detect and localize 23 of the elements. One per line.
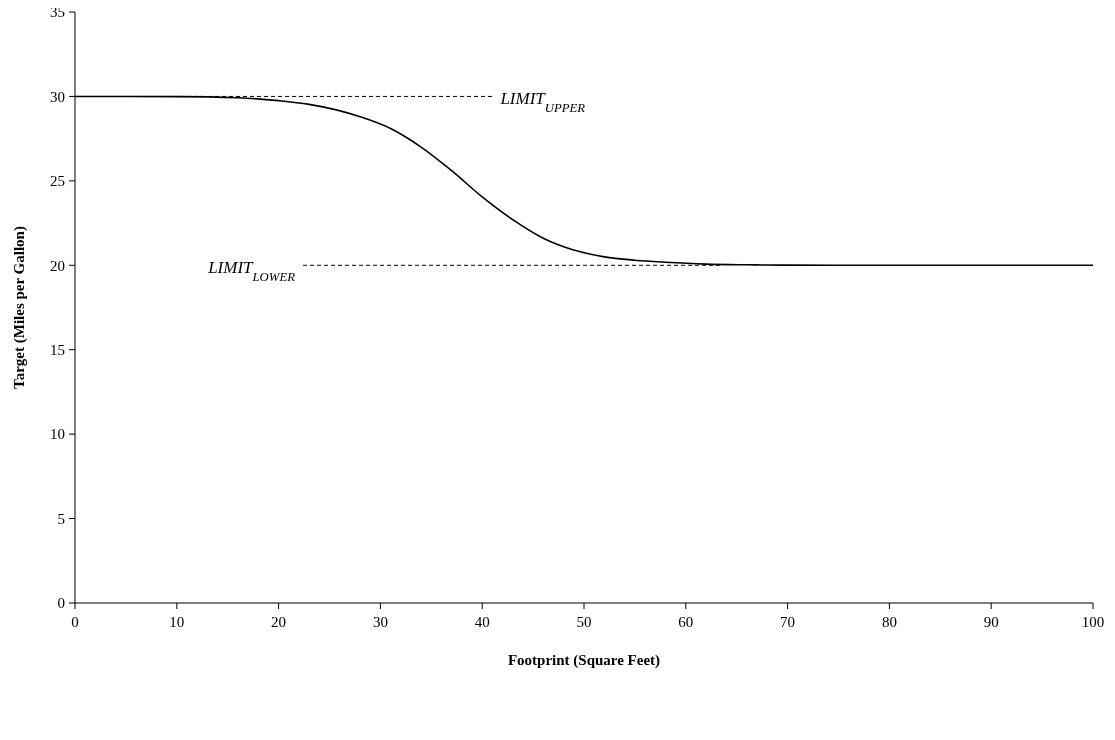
x-axis-title: Footprint (Square Feet) xyxy=(507,652,661,669)
y-axis-title: Target (Miles per Gallon) xyxy=(11,226,28,389)
y-tick-label: 25 xyxy=(50,173,65,190)
x-tick-label: 60 xyxy=(678,614,694,630)
y-tick-label: 0 xyxy=(57,595,65,612)
y-tick-label: 10 xyxy=(50,426,65,443)
x-tick-label: 50 xyxy=(576,614,592,630)
x-tick-label: 10 xyxy=(169,614,185,630)
x-tick-label: 80 xyxy=(881,614,897,630)
y-tick-label: 15 xyxy=(50,341,65,358)
series-label: LIMIT$_{UPPER}$ xyxy=(499,89,586,115)
y-tick-label: 35 xyxy=(50,4,65,21)
x-tick-label: 0 xyxy=(71,614,79,630)
series-label: LIMIT$_{LOWER}$ xyxy=(207,257,296,284)
y-tick-label: 5 xyxy=(57,510,65,527)
x-tick-label: 90 xyxy=(983,614,999,630)
y-tick-label: 30 xyxy=(50,88,65,105)
x-tick-label: 20 xyxy=(271,614,287,630)
x-tick-label: 40 xyxy=(474,614,490,630)
x-tick-label: 70 xyxy=(780,614,796,630)
x-tick-label: 30 xyxy=(372,614,388,630)
x-tick-label: 100 xyxy=(1081,614,1105,630)
y-tick-label: 20 xyxy=(50,257,65,274)
